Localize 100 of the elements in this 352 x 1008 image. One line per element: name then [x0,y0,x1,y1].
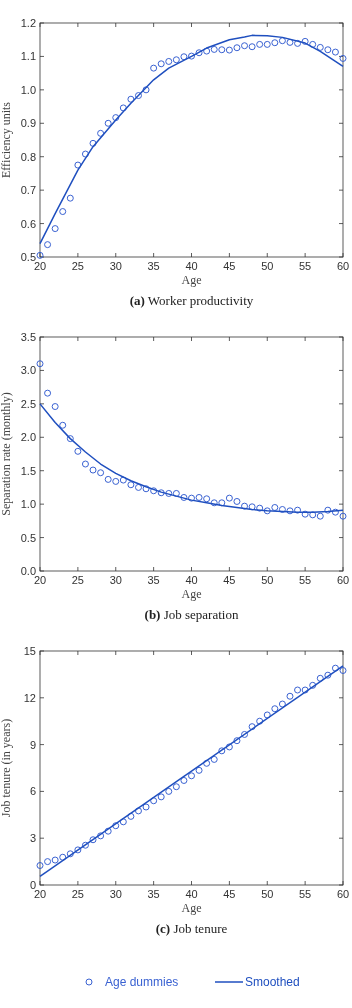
point [309,681,317,689]
point [218,499,226,507]
point [210,499,218,507]
point [134,483,142,491]
y-tick-label: 12 [23,691,36,704]
point [301,37,309,45]
text: (a) Worker productivity [129,293,254,308]
point [51,225,59,233]
point [233,44,241,52]
x-axis-title: Age [181,901,202,915]
point [256,40,264,48]
point [195,49,203,57]
point [81,150,89,158]
point [89,836,97,844]
point [180,776,188,784]
point [59,208,67,216]
point [286,692,294,700]
point [180,53,188,61]
legend-label: Age dummies [105,975,179,989]
point [210,755,218,763]
point [112,822,120,830]
point [97,129,105,137]
point [263,507,271,515]
point [150,64,158,72]
point [157,60,165,68]
point [157,489,165,497]
point [294,686,302,694]
x-tick-label: 60 [336,574,350,586]
point [119,476,127,484]
x-tick-label: 25 [71,574,84,586]
point [188,52,195,60]
point [66,435,74,443]
line-series [39,34,344,245]
point [44,241,52,249]
point [36,360,44,368]
point [188,494,195,502]
point [165,489,173,497]
point [218,46,226,54]
y-tick-label: 1.0 [20,498,36,511]
point [51,403,59,411]
point [316,512,324,520]
y-axis-title: Job tenure (in years) [0,718,13,818]
point [324,46,332,54]
point [256,504,264,512]
x-tick-label: 60 [336,260,350,272]
y-tick-label: 1.1 [20,50,36,63]
y-tick-label: 1.2 [20,17,36,29]
x-tick-label: 45 [223,888,236,900]
text: (c) Job tenure [155,921,228,936]
x-tick-label: 40 [185,888,198,900]
point [81,460,89,468]
point [233,497,241,505]
y-tick-label: 0.7 [20,184,36,197]
point [203,759,211,767]
point [339,667,347,674]
y-tick-label: 3 [29,832,36,845]
point [225,494,233,502]
x-tick-label: 50 [261,888,274,900]
point [309,511,317,519]
point [97,469,105,477]
point [134,92,142,100]
point [339,54,347,62]
point [81,841,89,849]
y-tick-label: 0.5 [20,531,36,544]
point [172,783,180,791]
point [324,671,332,679]
point [51,856,59,864]
y-tick-label: 3.0 [20,364,36,377]
point [331,48,339,56]
point [294,506,302,514]
x-tick-label: 40 [185,574,198,586]
point [294,39,302,47]
point [36,862,44,869]
point [165,57,173,65]
point [263,40,271,48]
point [104,119,112,127]
point [59,853,67,861]
point [104,475,112,483]
x-tick-label: 20 [33,260,47,272]
point [127,812,135,820]
x-axis-title: Age [181,273,202,287]
y-axis-title: Efficiency units [0,101,13,179]
point [89,466,97,474]
point [142,803,150,811]
point [331,664,339,672]
point [248,503,256,511]
point [195,766,203,774]
point [248,723,256,731]
point [309,40,317,48]
x-tick-label: 35 [147,888,160,900]
x-tick-label: 50 [261,260,274,272]
legend-label: Smoothed [245,975,300,989]
point [256,717,264,725]
x-tick-label: 25 [71,888,84,900]
x-tick-label: 50 [261,574,274,586]
x-tick-label: 60 [336,888,350,900]
point [331,508,339,516]
point [44,858,52,866]
x-tick-label: 35 [147,574,160,586]
x-tick-label: 35 [147,260,160,272]
